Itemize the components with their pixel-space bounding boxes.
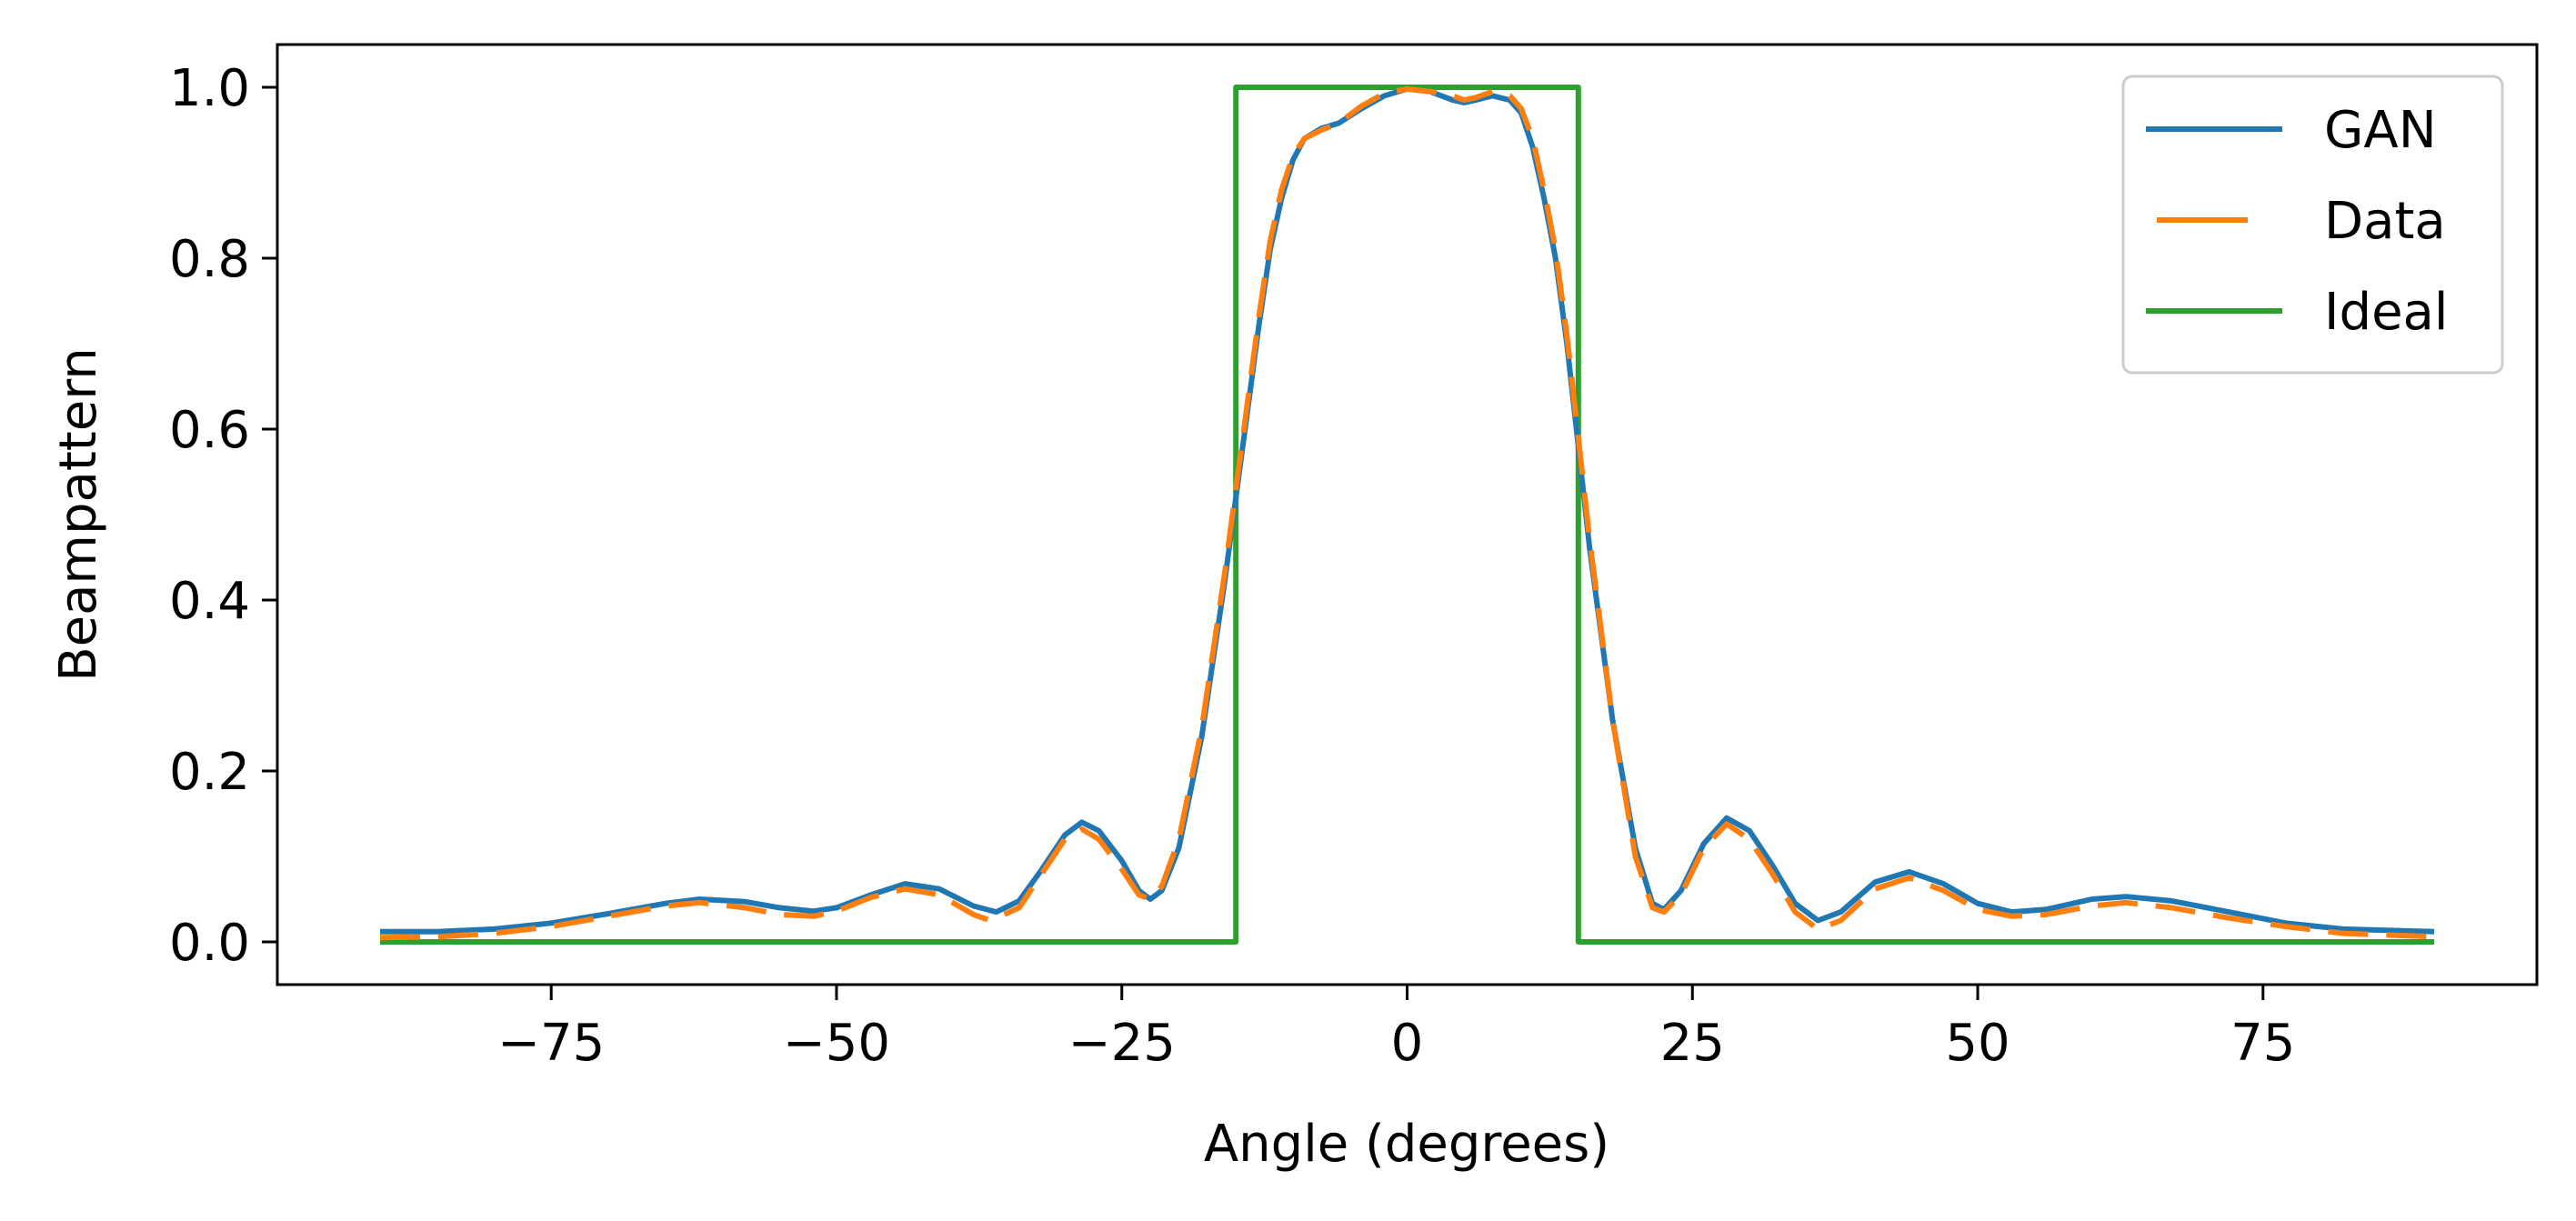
series-line-data <box>379 85 2435 941</box>
x-tick-label: 25 <box>1660 1014 1725 1073</box>
y-axis-title: Beampattern <box>49 347 108 682</box>
y-tick-label: 1.0 <box>169 59 250 118</box>
y-tick-label: 0.2 <box>169 743 250 802</box>
x-tick-label: 0 <box>1391 1014 1424 1073</box>
x-tick-label: 75 <box>2230 1014 2295 1073</box>
y-tick-label: 0.6 <box>169 401 250 460</box>
legend-label-data: Data <box>2324 192 2446 251</box>
y-axis-ticks: 0.0 0.2 0.4 0.6 0.8 1.0 <box>169 59 277 973</box>
legend: GAN Data Ideal <box>2121 75 2504 375</box>
legend-label-ideal: Ideal <box>2324 283 2448 342</box>
legend-box <box>2121 75 2504 375</box>
y-tick-label: 0.8 <box>169 230 250 289</box>
legend-items: GAN Data Ideal <box>2146 101 2448 342</box>
legend-label-gan: GAN <box>2324 101 2437 160</box>
x-tick-label: −50 <box>783 1014 890 1073</box>
x-axis-title: Angle (degrees) <box>1204 1115 1609 1174</box>
series-line-gan <box>380 85 2435 935</box>
x-tick-label: 50 <box>1945 1014 2010 1073</box>
x-axis-ticks: −75 −50 −25 0 25 50 75 <box>497 985 2295 1073</box>
y-tick-label: 0.0 <box>169 914 250 973</box>
x-tick-label: −75 <box>497 1014 605 1073</box>
y-tick-label: 0.4 <box>169 572 250 631</box>
x-tick-label: −25 <box>1068 1014 1176 1073</box>
series-layer <box>379 85 2435 945</box>
